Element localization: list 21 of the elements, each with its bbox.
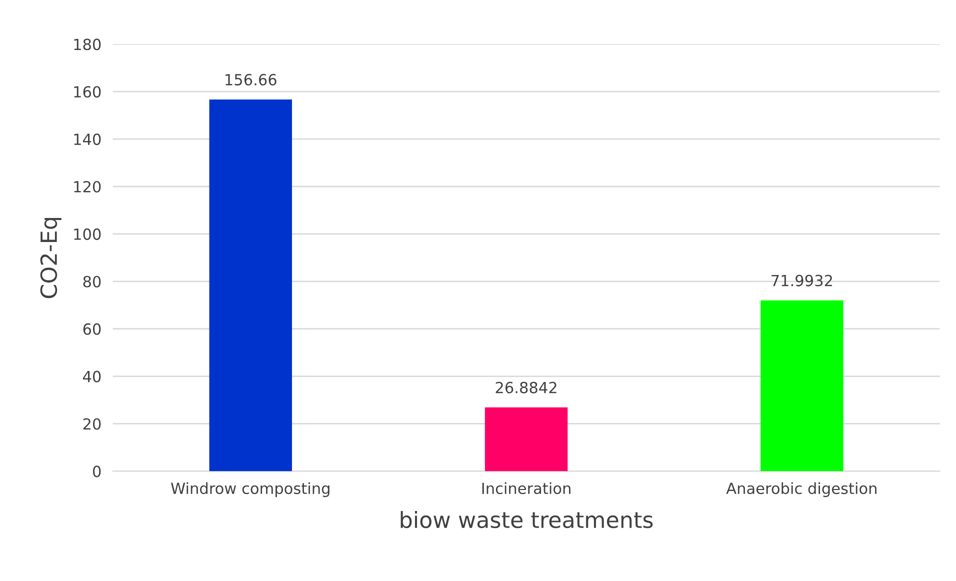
data-label: 26.8842 [496,382,556,394]
x-tick-label: Windrow composting [171,482,330,498]
y-tick-label: 20 [83,418,101,430]
data-label: 71.9932 [772,274,832,286]
y-tick-label: 0 [92,466,101,478]
y-axis-title: CO2-Eq [40,218,62,298]
bar [209,100,292,472]
x-axis-title: biow waste treatments [400,510,653,528]
x-tick-label: Anaerobic digestion [726,482,876,498]
data-label: 156.66 [226,74,276,86]
y-tick-label: 60 [83,323,101,335]
y-tick-label: 120 [74,180,101,193]
y-tick-label: 80 [83,276,101,288]
y-tick-label: 160 [74,86,101,98]
bar [484,407,568,472]
x-tick-label: Incineration [482,482,570,494]
y-tick-label: 180 [74,38,101,50]
y-tick-label: 100 [74,228,101,240]
y-tick-label: 40 [83,370,101,382]
y-tick-label: 140 [74,134,101,146]
bar [760,300,844,472]
